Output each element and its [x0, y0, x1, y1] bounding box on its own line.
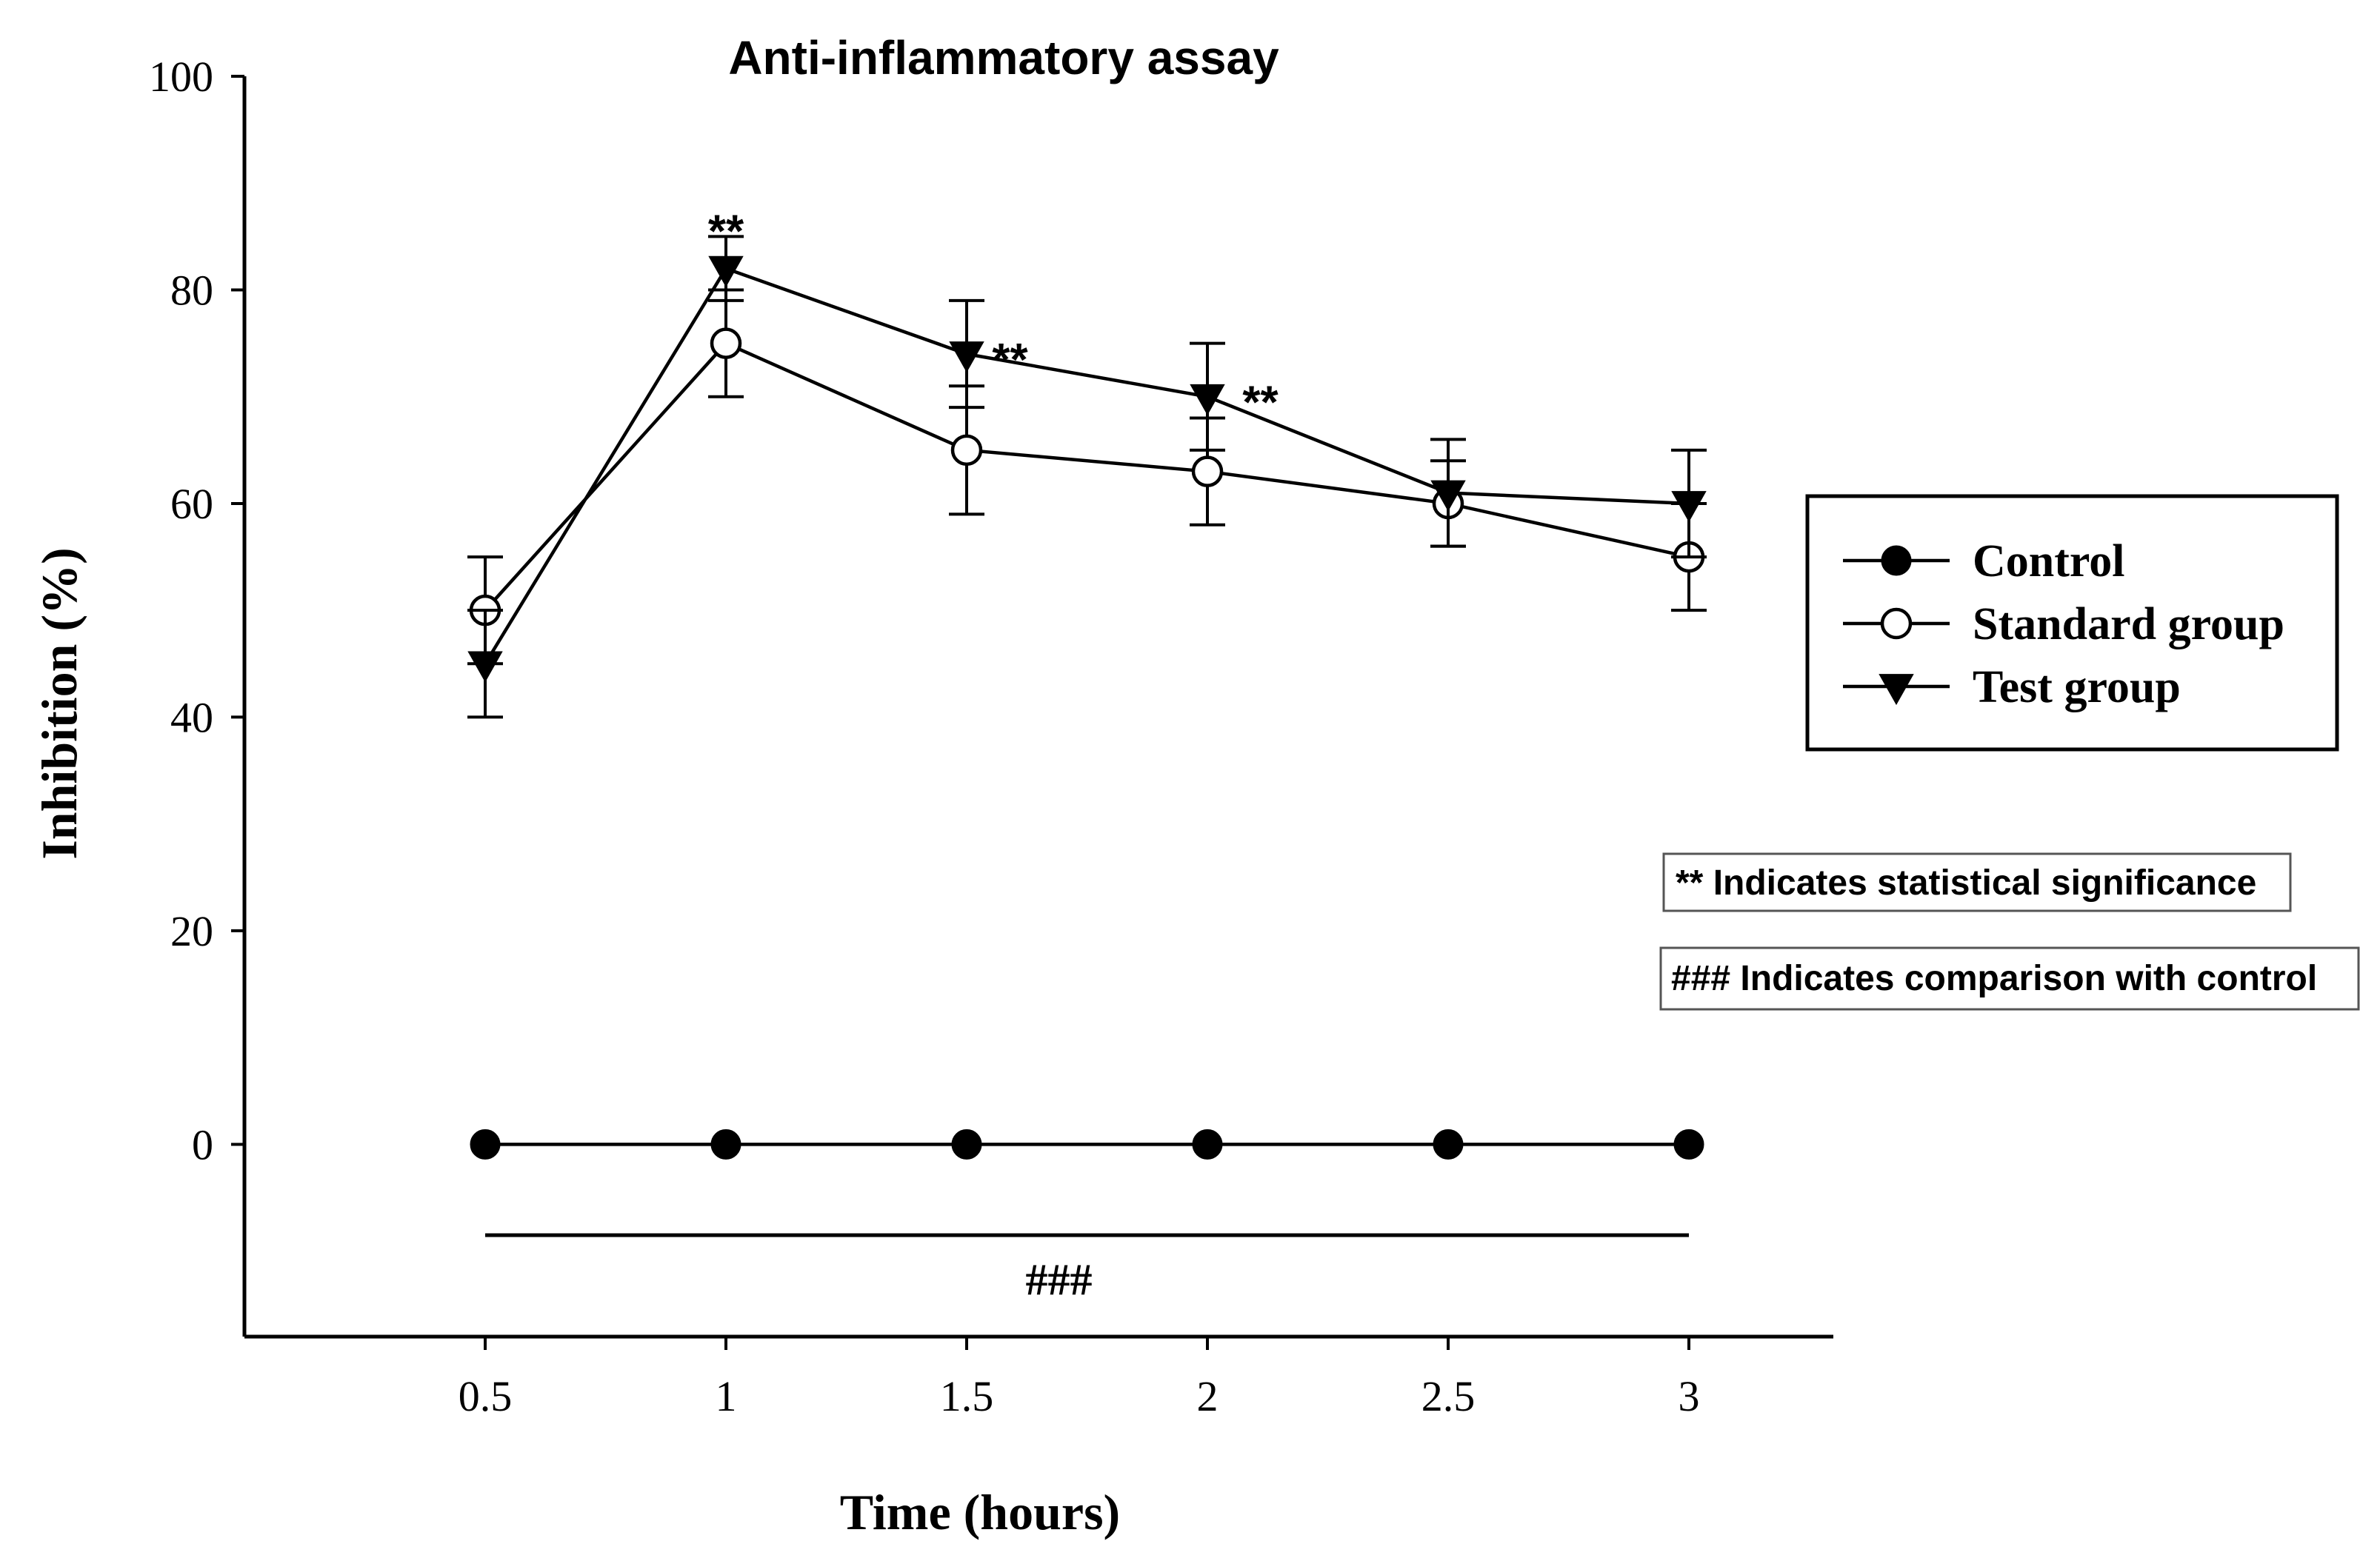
y-tick-label: 40	[170, 693, 213, 741]
data-point	[1191, 455, 1224, 487]
legend-label: Test group	[1973, 662, 2181, 712]
x-tick-label: 1.5	[940, 1372, 994, 1420]
y-tick-label: 0	[192, 1120, 213, 1169]
data-point	[950, 434, 983, 467]
legend-marker	[1880, 607, 1913, 640]
chart-title: Anti-inflammatory assay	[728, 31, 1279, 84]
comparison-bracket: ###	[485, 1233, 1689, 1304]
data-point	[1192, 1129, 1223, 1160]
legend-item: Test group	[1843, 662, 2181, 712]
y-tick-label: 20	[170, 907, 213, 955]
data-point	[467, 651, 503, 683]
axes: 0 20 40 60 80 100 0.5 1 1.5 2 2.5 3	[149, 53, 1833, 1420]
legend-marker	[1881, 545, 1912, 576]
data-point	[708, 255, 744, 287]
significance-mark: **	[992, 335, 1028, 386]
x-tick-label: 2.5	[1421, 1372, 1476, 1420]
comparison-label: ###	[1026, 1255, 1093, 1304]
data-point	[951, 1129, 982, 1160]
data-point	[1430, 480, 1466, 512]
series-control	[470, 1129, 1704, 1160]
y-axis-label: Inhibition (%)	[31, 547, 87, 859]
legend-item: Standard group	[1843, 599, 2284, 649]
data-point	[949, 341, 984, 373]
series-test-group	[467, 235, 1707, 719]
legend: Control Standard group Test group	[1805, 494, 2339, 752]
data-point	[1671, 491, 1707, 523]
series-line	[484, 341, 1690, 612]
y-tick-label: 100	[149, 53, 213, 101]
series-standard-group	[467, 288, 1707, 666]
data-point	[1673, 1129, 1704, 1160]
legend-item: Control	[1843, 536, 2125, 586]
series-layer	[467, 235, 1707, 1160]
legend-label: Control	[1973, 536, 2125, 586]
note-text: ** Indicates statistical significance	[1676, 863, 2256, 903]
note-box: ### Indicates comparison with control	[1659, 946, 2360, 1011]
y-tick-label: 80	[170, 266, 213, 314]
x-tick-label: 1	[716, 1372, 737, 1420]
x-axis-label: Time (hours)	[840, 1484, 1120, 1540]
note-border	[1659, 946, 2360, 1011]
y-tick-label: 60	[170, 480, 213, 528]
data-point	[710, 1129, 741, 1160]
data-point	[1190, 384, 1225, 415]
note-text: ### Indicates comparison with control	[1671, 959, 2317, 998]
legend-marker	[1879, 674, 1914, 706]
significance-mark: **	[708, 207, 744, 258]
data-point	[1433, 1129, 1464, 1160]
significance-mark: **	[1242, 378, 1279, 429]
note-box: ** Indicates statistical significance	[1662, 852, 2292, 912]
x-tick-label: 0.5	[459, 1372, 513, 1420]
x-tick-label: 2	[1197, 1372, 1219, 1420]
legend-label: Standard group	[1973, 599, 2284, 649]
data-point	[470, 1129, 501, 1160]
series-line	[484, 266, 1690, 665]
data-point	[710, 327, 742, 359]
notes: ** Indicates statistical significance ###…	[1659, 852, 2360, 1011]
x-tick-label: 3	[1679, 1372, 1700, 1420]
significance-marks: ** ** **	[708, 207, 1279, 429]
note-border	[1662, 852, 2292, 912]
